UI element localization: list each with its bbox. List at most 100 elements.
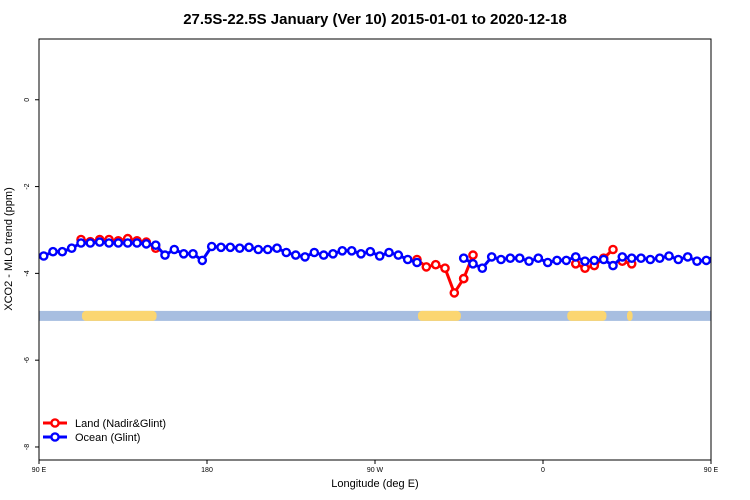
land-band-segment-0 xyxy=(81,310,157,321)
series-1-point xyxy=(505,253,516,264)
y-tick-label-1: -2 xyxy=(24,183,31,189)
legend-marker-1 xyxy=(50,432,60,442)
y-axis-label: XCO2 - MLO trend (ppm) xyxy=(3,187,15,310)
series-1-point xyxy=(85,238,96,248)
series-1-point xyxy=(374,251,385,261)
land-band-segment-1 xyxy=(417,310,461,321)
x-tick-label-3: 0 xyxy=(541,467,545,474)
series-1-point xyxy=(731,249,738,256)
series-1-point xyxy=(384,247,394,258)
series-1-point xyxy=(458,253,469,264)
series-1-point xyxy=(160,250,170,260)
series-1-point xyxy=(244,242,254,253)
x-tick-label-2: 90 W xyxy=(367,467,384,474)
series-0-point xyxy=(440,263,450,274)
y-axis: 0 -2 -4 -6 -8 xyxy=(24,98,39,450)
series-1-point xyxy=(66,243,77,253)
series-1-point xyxy=(39,251,49,261)
y-tick-label-4: -8 xyxy=(24,444,31,450)
y-tick-label-2: -4 xyxy=(24,270,31,276)
series-1-point xyxy=(234,243,245,253)
series-1-point xyxy=(206,241,217,252)
series-0-point xyxy=(458,273,469,284)
y-tick-label-0: 0 xyxy=(24,98,31,102)
legend-label-1: Ocean (Glint) xyxy=(75,432,140,444)
series-1-point xyxy=(262,244,273,255)
series-1-point xyxy=(580,256,590,267)
series-0-point xyxy=(608,244,618,255)
series-1-point xyxy=(533,253,544,264)
series-1-point xyxy=(701,255,711,266)
series-1-point xyxy=(365,246,376,257)
series-1-point xyxy=(589,255,600,266)
series-1-point xyxy=(561,255,572,266)
series-1-point xyxy=(496,254,506,265)
series-1-point xyxy=(468,258,478,269)
series-1-point xyxy=(570,252,581,262)
series-1-point xyxy=(178,248,189,259)
series-1-point xyxy=(710,255,711,257)
chart-title: 27.5S-22.5S January (Ver 10) 2015-01-01 … xyxy=(183,11,567,28)
series-1-point xyxy=(393,250,404,260)
series-0-point xyxy=(421,262,432,272)
series-1-point xyxy=(664,251,674,261)
x-axis: 90 E 180 90 W 0 90 E xyxy=(32,460,719,474)
series-1-point xyxy=(141,239,152,249)
series-1-point xyxy=(300,252,310,262)
series-1-point xyxy=(617,252,628,262)
series-1 xyxy=(39,237,747,274)
series-1-point xyxy=(608,260,618,271)
series-1-point xyxy=(309,247,320,258)
series-1-point xyxy=(542,257,553,268)
x-tick-label-0: 90 E xyxy=(32,467,47,474)
series-1-point xyxy=(281,247,292,258)
series-1-point xyxy=(188,248,198,259)
series-1-point xyxy=(477,263,488,274)
legend-label-0: Land (Nadir&Glint) xyxy=(75,418,166,430)
series-1-point xyxy=(253,244,264,255)
series-1-point xyxy=(346,245,357,256)
series-1-point xyxy=(337,245,348,256)
series-1-point xyxy=(626,253,637,264)
series-1-point xyxy=(122,238,133,248)
legend-marker-0 xyxy=(50,418,60,428)
x-tick-label-4: 90 E xyxy=(704,467,719,474)
series-1-point xyxy=(104,238,114,248)
land-band-segment-3 xyxy=(627,310,633,321)
series-1-point xyxy=(692,256,702,267)
series-1-point xyxy=(94,237,105,247)
series-1-point xyxy=(636,253,646,264)
series-1-point xyxy=(57,246,68,257)
legend: Land (Nadir&Glint) Ocean (Glint) xyxy=(43,418,166,444)
series-1-point xyxy=(76,238,86,248)
series-1-point xyxy=(216,242,226,253)
series-1-point xyxy=(598,254,609,265)
series-1-point xyxy=(290,250,301,260)
series-1-point xyxy=(150,240,161,250)
series-1-point xyxy=(48,246,58,257)
series-1-point xyxy=(197,255,208,266)
series-1-point xyxy=(132,238,142,248)
series-1-point xyxy=(356,248,366,259)
series-1-point xyxy=(225,242,236,253)
series-layer xyxy=(39,233,747,298)
series-1-point xyxy=(113,238,124,248)
series-1-point xyxy=(673,254,684,265)
land-band-segment-2 xyxy=(567,310,607,321)
ocean-band xyxy=(39,310,711,321)
series-1-point xyxy=(412,257,422,268)
series-1-point xyxy=(328,248,338,259)
series-0-point xyxy=(430,259,441,270)
series-1-point xyxy=(740,246,747,253)
series-1-point xyxy=(318,250,329,260)
series-1-point xyxy=(402,254,413,265)
x-tick-label-1: 180 xyxy=(201,467,213,474)
series-1-point xyxy=(486,252,497,262)
series-0-point xyxy=(449,288,460,298)
land-ocean-band xyxy=(39,310,711,321)
series-1-point xyxy=(645,254,656,265)
y-tick-label-3: -6 xyxy=(24,357,31,363)
series-1-point xyxy=(524,256,534,267)
series-1-point xyxy=(514,253,525,264)
